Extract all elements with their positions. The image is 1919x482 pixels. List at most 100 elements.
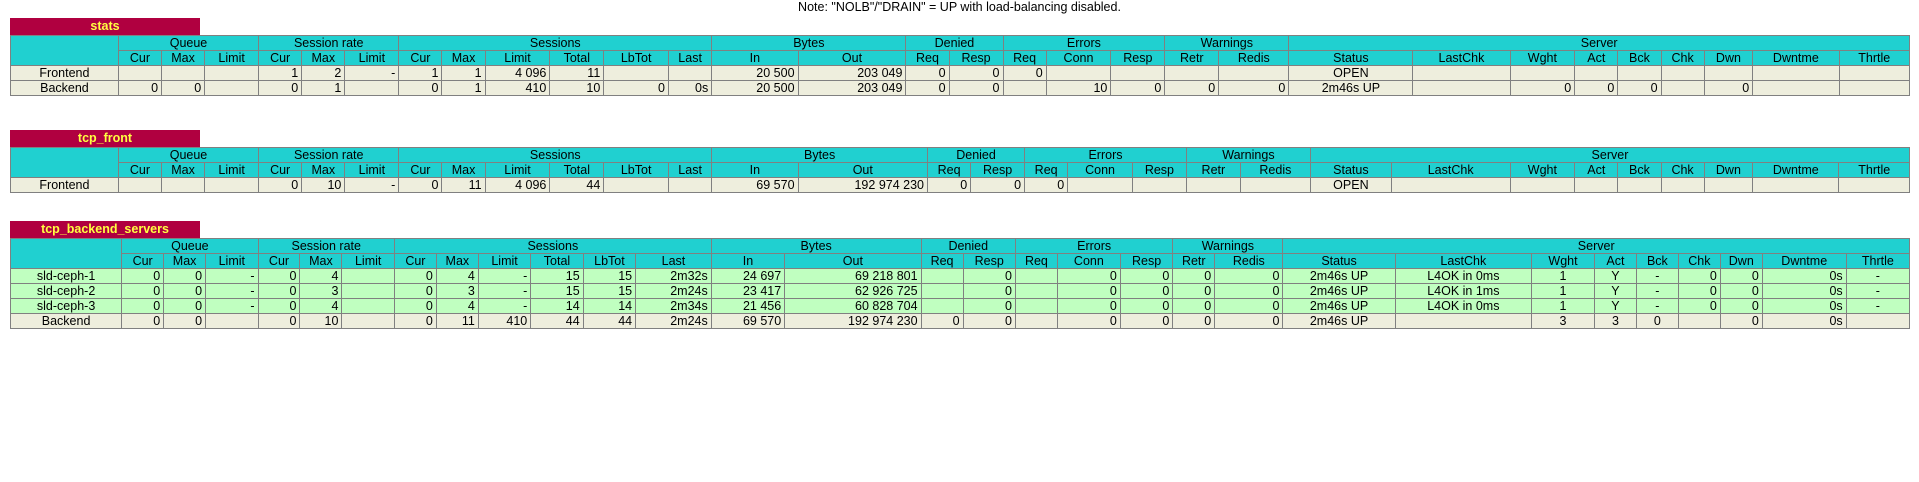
hdr-srv-status: Status xyxy=(1309,162,1392,178)
cell-e-resp[interactable]: 0 xyxy=(1154,81,1162,95)
hdr-sess-cur: Cur xyxy=(393,253,437,269)
cell-r-max[interactable]: 10 xyxy=(327,178,342,192)
row-name[interactable]: sld-ceph-2 xyxy=(9,283,123,299)
cell-lastchk[interactable]: L4OK in 0ms xyxy=(1427,299,1500,313)
cell-b-out: 60 828 704 xyxy=(784,298,922,314)
cell-s-max: 4 xyxy=(435,268,479,284)
row-name[interactable]: Frontend xyxy=(10,177,119,193)
cell-bck: 0 xyxy=(1617,80,1662,96)
cell-dwn xyxy=(1703,177,1754,193)
cell-d-req xyxy=(920,268,964,284)
group-bytes: Bytes xyxy=(711,35,907,51)
cell-s-last: 2m32s xyxy=(635,268,712,284)
hdr-bytes-in: In xyxy=(711,50,799,66)
row-name[interactable]: sld-ceph-3 xyxy=(9,298,123,314)
cell-b-out: 203 049 xyxy=(797,65,907,81)
hdr-rate-max: Max xyxy=(301,50,346,66)
col-name-header xyxy=(10,35,119,66)
cell-b-out: 192 974 230 xyxy=(784,313,922,329)
cell-bck: - xyxy=(1635,283,1679,299)
hdr-rate-limit: Limit xyxy=(341,253,395,269)
cell-act: 3 xyxy=(1593,313,1637,329)
cell-lastchk xyxy=(1394,313,1533,329)
cell-w-retr: 0 xyxy=(1172,283,1216,299)
group-sessions: Sessions xyxy=(393,238,712,254)
cell-chk[interactable]: 0 xyxy=(1709,269,1717,283)
cell-thrtle xyxy=(1838,177,1910,193)
cell-e-resp[interactable]: 0 xyxy=(1162,269,1170,283)
cell-lastchk[interactable]: L4OK in 0ms xyxy=(1427,269,1500,283)
cell-w-retr: 0 xyxy=(1172,268,1216,284)
status-badge: OPEN xyxy=(1288,65,1414,81)
group-bytes: Bytes xyxy=(710,238,922,254)
cell-s-lbtot: 0 xyxy=(603,80,669,96)
cell-s-total[interactable]: 11 xyxy=(587,66,601,80)
hdr-sess-limit: Limit xyxy=(484,50,551,66)
group-server: Server xyxy=(1309,147,1911,163)
cell-r-max[interactable]: 2 xyxy=(334,66,342,80)
cell-r-cur: 0 xyxy=(257,313,301,329)
row-name[interactable]: Backend xyxy=(9,313,123,329)
row-name[interactable]: Frontend xyxy=(10,65,119,81)
cell-chk[interactable]: 0 xyxy=(1709,299,1717,313)
cell-bck: 0 xyxy=(1635,313,1679,329)
cell-e-resp[interactable]: 0 xyxy=(1162,284,1170,298)
cell-dwn xyxy=(1703,65,1754,81)
cell-e-resp[interactable]: 0 xyxy=(1162,314,1170,328)
cell-s-total[interactable]: 44 xyxy=(586,178,601,192)
cell-r-max: 3 xyxy=(299,283,343,299)
hdr-errors-req: Req xyxy=(1024,162,1069,178)
cell-r-limit xyxy=(344,80,400,96)
group-errors: Errors xyxy=(1014,238,1174,254)
cell-b-in: 20 500 xyxy=(711,80,799,96)
cell-lastchk[interactable]: L4OK in 1ms xyxy=(1427,284,1500,298)
cell-s-total[interactable]: 15 xyxy=(565,269,580,283)
cell-r-cur[interactable]: 1 xyxy=(291,66,299,80)
cell-e-resp xyxy=(1110,65,1166,81)
hdr-errors-req: Req xyxy=(1014,253,1058,269)
cell-q-limit: - xyxy=(205,268,259,284)
group-warnings: Warnings xyxy=(1172,238,1284,254)
cell-s-limit: 4 096 xyxy=(484,177,551,193)
cell-q-limit xyxy=(204,177,260,193)
group-errors: Errors xyxy=(1002,35,1166,51)
hdr-bytes-out: Out xyxy=(797,162,929,178)
cell-e-conn: 0 xyxy=(1056,313,1121,329)
cell-s-total[interactable]: 10 xyxy=(586,81,601,95)
cell-e-conn: 0 xyxy=(1056,283,1121,299)
hdr-srv-dwn: Dwn xyxy=(1703,162,1754,178)
proxy-title-stats[interactable]: stats xyxy=(10,18,200,35)
group-denied: Denied xyxy=(926,147,1026,163)
cell-wght xyxy=(1509,65,1576,81)
cell-e-conn: 0 xyxy=(1056,298,1121,314)
group-errors: Errors xyxy=(1024,147,1187,163)
hdr-warn-redis: Redis xyxy=(1218,50,1290,66)
group-session-rate: Session rate xyxy=(257,238,395,254)
cell-w-redis: 0 xyxy=(1214,298,1284,314)
cell-s-cur[interactable]: 0 xyxy=(425,284,433,298)
row-name[interactable]: sld-ceph-1 xyxy=(9,268,123,284)
hdr-errors-conn: Conn xyxy=(1045,50,1112,66)
row-name[interactable]: Backend xyxy=(10,80,119,96)
hdr-srv-thrtle: Thrtle xyxy=(1838,162,1910,178)
proxy-title-tcp-front[interactable]: tcp_front xyxy=(10,130,200,147)
hdr-sess-limit: Limit xyxy=(477,253,532,269)
cell-s-cur[interactable]: 0 xyxy=(425,269,433,283)
cell-e-resp xyxy=(1131,177,1187,193)
cell-q-limit: - xyxy=(205,283,259,299)
hdr-denied-req: Req xyxy=(905,50,950,66)
cell-s-last: 2m34s xyxy=(635,298,712,314)
proxy-title-tcp-backend-servers[interactable]: tcp_backend_servers xyxy=(10,221,200,238)
hdr-warn-retr: Retr xyxy=(1164,50,1220,66)
cell-e-req xyxy=(1002,80,1047,96)
cell-s-total[interactable]: 14 xyxy=(565,299,580,313)
cell-s-total[interactable]: 44 xyxy=(565,314,580,328)
cell-s-cur[interactable]: 0 xyxy=(425,299,433,313)
cell-lastchk xyxy=(1412,80,1511,96)
status-badge: 2m46s UP xyxy=(1282,268,1396,284)
cell-e-resp[interactable]: 0 xyxy=(1162,299,1170,313)
cell-s-total[interactable]: 15 xyxy=(565,284,580,298)
cell-d-resp: 0 xyxy=(962,298,1016,314)
cell-chk[interactable]: 0 xyxy=(1709,284,1717,298)
hdr-denied-resp: Resp xyxy=(962,253,1016,269)
